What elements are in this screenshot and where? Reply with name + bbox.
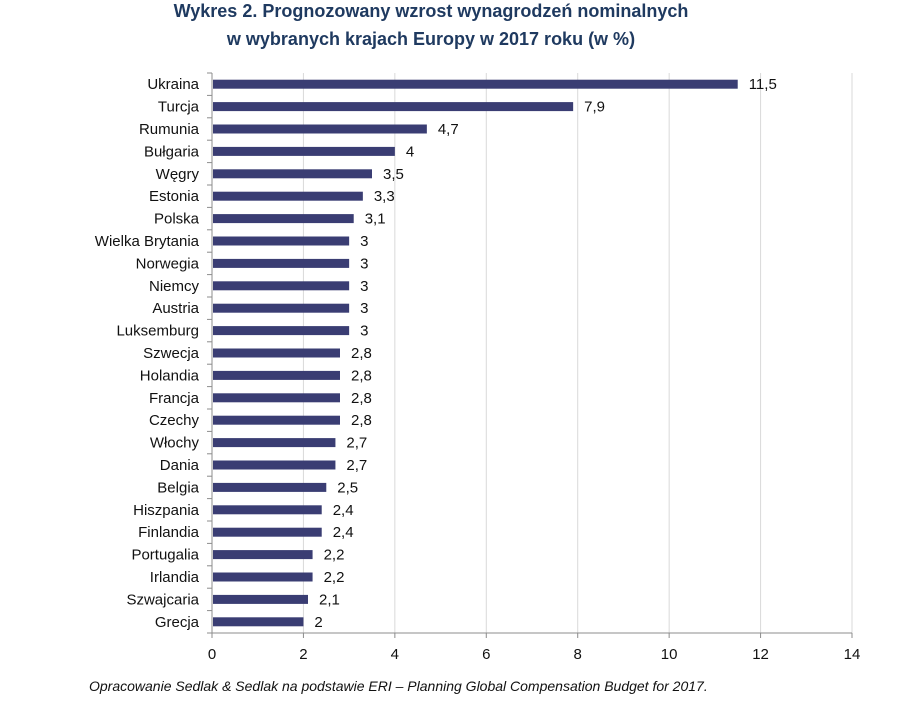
bar-17 (213, 460, 336, 470)
category-label-16: Włochy (150, 435, 200, 452)
bar-10 (213, 303, 350, 313)
bar-12 (213, 348, 340, 358)
bar-24 (213, 617, 304, 627)
bar-0 (213, 79, 738, 89)
bar-22 (213, 572, 313, 582)
bar-23 (213, 594, 308, 604)
value-label-17: 2,7 (346, 457, 367, 474)
bar-8 (213, 258, 350, 268)
bar-13 (213, 370, 340, 380)
bar-21 (213, 550, 313, 560)
x-tick-label-10: 10 (661, 646, 678, 663)
category-label-12: Szwecja (143, 345, 200, 362)
category-label-20: Finlandia (138, 524, 200, 541)
bar-19 (213, 505, 322, 515)
chart-title-line2: w wybranych krajach Europy w 2017 roku (… (226, 29, 636, 49)
x-tick-label-12: 12 (752, 646, 769, 663)
value-label-6: 3,1 (365, 211, 386, 228)
x-tick-label-4: 4 (391, 646, 399, 663)
category-label-11: Luksemburg (116, 323, 199, 340)
value-label-23: 2,1 (319, 591, 340, 608)
bar-16 (213, 438, 336, 448)
x-tick-label-2: 2 (299, 646, 307, 663)
bar-20 (213, 527, 322, 537)
category-label-4: Węgry (156, 166, 200, 183)
value-label-21: 2,2 (324, 547, 345, 564)
value-label-14: 2,8 (351, 390, 372, 407)
category-label-15: Czechy (149, 412, 200, 429)
category-label-21: Portugalia (131, 547, 199, 564)
value-label-24: 2 (314, 614, 322, 631)
value-label-11: 3 (360, 323, 368, 340)
category-label-13: Holandia (140, 367, 200, 384)
value-label-7: 3 (360, 233, 368, 250)
x-tick-label-14: 14 (844, 646, 861, 663)
category-label-0: Ukraina (147, 76, 199, 93)
bar-7 (213, 236, 350, 246)
category-label-19: Hiszpania (133, 502, 200, 519)
category-label-18: Belgia (157, 479, 199, 496)
bar-18 (213, 482, 327, 492)
value-label-10: 3 (360, 300, 368, 317)
x-tick-label-0: 0 (208, 646, 216, 663)
bar-6 (213, 214, 354, 224)
category-label-2: Rumunia (139, 121, 200, 138)
bar-4 (213, 169, 372, 179)
category-label-9: Niemcy (149, 278, 200, 295)
category-label-6: Polska (154, 211, 200, 228)
value-label-1: 7,9 (584, 99, 605, 116)
value-label-12: 2,8 (351, 345, 372, 362)
category-label-3: Bułgaria (144, 143, 200, 160)
value-label-18: 2,5 (337, 479, 358, 496)
category-label-23: Szwajcaria (126, 591, 199, 608)
value-label-0: 11,5 (749, 76, 777, 93)
category-label-14: Francja (149, 390, 200, 407)
chart-title-line1: Wykres 2. Prognozowany wzrost wynagrodze… (173, 1, 689, 21)
bar-1 (213, 102, 574, 112)
value-label-20: 2,4 (333, 524, 354, 541)
value-label-5: 3,3 (374, 188, 395, 205)
bar-2 (213, 124, 427, 134)
source-footnote: Opracowanie Sedlak & Sedlak na podstawie… (89, 678, 708, 694)
value-label-3: 4 (406, 143, 414, 160)
category-label-1: Turcja (158, 99, 200, 116)
bar-15 (213, 415, 340, 425)
category-label-7: Wielka Brytania (95, 233, 200, 250)
value-label-4: 3,5 (383, 166, 404, 183)
value-label-22: 2,2 (324, 569, 345, 586)
x-tick-label-6: 6 (482, 646, 490, 663)
value-label-8: 3 (360, 255, 368, 272)
category-label-24: Grecja (155, 614, 200, 631)
bar-14 (213, 393, 340, 403)
bar-5 (213, 191, 363, 201)
bar-9 (213, 281, 350, 291)
bar-11 (213, 326, 350, 336)
value-label-19: 2,4 (333, 502, 354, 519)
category-label-22: Irlandia (150, 569, 200, 586)
category-label-10: Austria (152, 300, 199, 317)
value-label-2: 4,7 (438, 121, 459, 138)
value-label-15: 2,8 (351, 412, 372, 429)
value-label-16: 2,7 (346, 435, 367, 452)
value-label-13: 2,8 (351, 367, 372, 384)
bar-3 (213, 146, 395, 156)
category-label-8: Norwegia (136, 255, 200, 272)
category-label-17: Dania (160, 457, 200, 474)
category-label-5: Estonia (149, 188, 200, 205)
value-label-9: 3 (360, 278, 368, 295)
x-tick-label-8: 8 (574, 646, 582, 663)
